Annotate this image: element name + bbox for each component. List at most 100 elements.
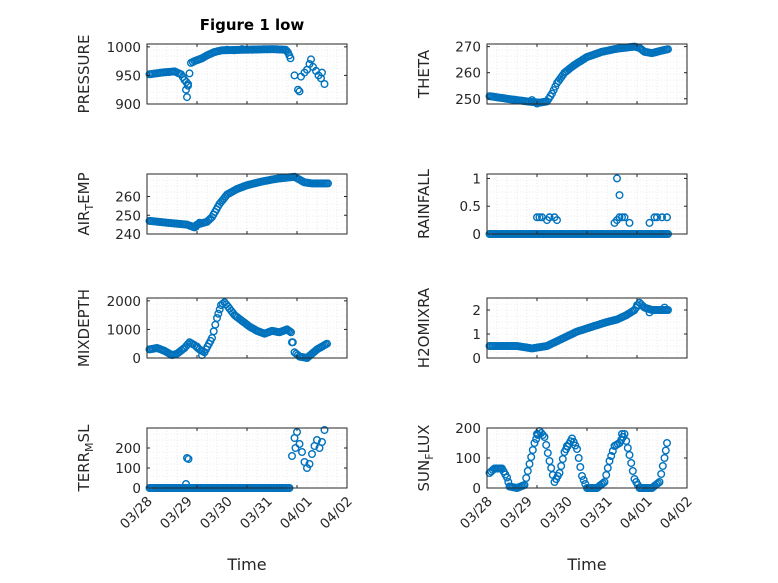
data-point bbox=[522, 474, 531, 483]
data-point bbox=[573, 445, 582, 454]
data-point bbox=[294, 85, 303, 94]
subplot-theta: 250 260 270 THETA bbox=[415, 40, 688, 108]
y-tick-label: 0.5 bbox=[460, 199, 481, 215]
data-point bbox=[578, 472, 587, 481]
data-point bbox=[615, 191, 624, 200]
data-point bbox=[542, 441, 551, 450]
series-markers bbox=[485, 427, 672, 493]
data-point bbox=[663, 213, 672, 222]
data-point bbox=[212, 314, 221, 323]
data-point bbox=[600, 478, 609, 487]
subplot-pressure: 900 950 1000 PRESSURE bbox=[75, 35, 348, 114]
data-point bbox=[214, 309, 223, 318]
series-markers bbox=[485, 298, 673, 353]
data-point bbox=[618, 430, 627, 439]
data-point bbox=[576, 463, 585, 472]
y-tick-label: 0 bbox=[472, 351, 481, 367]
data-point bbox=[320, 426, 329, 435]
y-tick-label: 100 bbox=[115, 461, 141, 477]
data-point bbox=[658, 462, 667, 471]
y-axis-label: PRESSURE bbox=[75, 35, 93, 114]
x-axis-label: Time bbox=[226, 555, 266, 574]
data-point bbox=[657, 470, 666, 479]
y-axis-label: AIRTEMP bbox=[75, 172, 96, 235]
data-point bbox=[295, 440, 304, 449]
data-point bbox=[287, 328, 296, 337]
y-tick-label: 900 bbox=[115, 97, 141, 113]
data-point bbox=[655, 478, 664, 487]
subplot-air_temp: 240 250 260 AIRTEMP bbox=[75, 172, 348, 243]
grid bbox=[147, 174, 347, 234]
data-point bbox=[628, 467, 637, 476]
subplot-rainfall: 0 0.5 1 RAINFALL bbox=[415, 168, 688, 243]
y-tick-label: 270 bbox=[455, 40, 481, 56]
data-point bbox=[574, 454, 583, 463]
data-point bbox=[308, 450, 317, 459]
data-point bbox=[547, 464, 556, 473]
y-tick-label: 250 bbox=[115, 208, 141, 224]
data-point bbox=[192, 342, 201, 351]
data-point bbox=[545, 213, 554, 222]
y-tick-label: 0 bbox=[132, 481, 141, 497]
y-tick-label: 0 bbox=[132, 351, 141, 367]
data-point bbox=[503, 473, 512, 482]
data-point bbox=[523, 467, 532, 476]
data-point bbox=[184, 455, 193, 464]
y-axis-label: MIXDEPTH bbox=[75, 289, 93, 367]
data-point bbox=[543, 449, 552, 458]
data-point bbox=[654, 479, 663, 488]
y-tick-label: 1000 bbox=[107, 40, 141, 56]
y-tick-label: 1000 bbox=[107, 322, 141, 338]
y-axis-label: THETA bbox=[415, 49, 433, 99]
data-point bbox=[557, 462, 566, 471]
data-point bbox=[295, 87, 304, 96]
grid bbox=[147, 44, 347, 104]
data-point bbox=[530, 439, 539, 448]
data-point bbox=[320, 79, 329, 88]
data-point bbox=[653, 213, 662, 222]
data-point bbox=[602, 471, 611, 480]
data-point bbox=[182, 77, 191, 86]
data-point bbox=[650, 213, 659, 222]
data-point bbox=[324, 179, 333, 188]
data-point bbox=[298, 448, 307, 457]
data-point bbox=[318, 438, 327, 447]
data-point bbox=[247, 45, 256, 54]
y-tick-label: 1 bbox=[472, 171, 481, 187]
y-axis-label: TERRMSL bbox=[75, 424, 96, 493]
data-point bbox=[181, 480, 190, 489]
data-point bbox=[625, 218, 634, 227]
data-point bbox=[579, 476, 588, 485]
data-point bbox=[528, 446, 537, 455]
series-markers bbox=[145, 172, 333, 232]
data-point bbox=[625, 451, 634, 460]
grid bbox=[147, 428, 347, 488]
y-tick-label: 260 bbox=[115, 190, 141, 206]
y-tick-label: 250 bbox=[455, 92, 481, 108]
data-point bbox=[185, 69, 194, 78]
data-point bbox=[317, 74, 326, 83]
data-point bbox=[288, 338, 297, 347]
data-point bbox=[532, 435, 541, 444]
data-point bbox=[525, 460, 534, 469]
series-markers bbox=[145, 45, 329, 102]
data-point bbox=[181, 85, 190, 94]
data-point bbox=[195, 218, 204, 227]
data-point bbox=[660, 454, 669, 463]
data-point bbox=[599, 479, 608, 488]
subplot-mixdepth: 0 1000 2000 MIXDEPTH bbox=[75, 289, 348, 367]
data-point bbox=[563, 442, 572, 451]
data-point bbox=[307, 55, 316, 64]
y-tick-label: 0 bbox=[472, 227, 481, 243]
series-markers bbox=[485, 42, 673, 108]
data-point bbox=[555, 469, 564, 478]
y-axis-label: H2OMIXRA bbox=[415, 287, 433, 368]
data-point bbox=[535, 213, 544, 222]
data-point bbox=[286, 54, 295, 63]
data-point bbox=[663, 439, 672, 448]
y-axis-label: RAINFALL bbox=[415, 168, 433, 239]
y-tick-label: 200 bbox=[455, 421, 481, 437]
y-tick-label: 1 bbox=[472, 327, 481, 343]
